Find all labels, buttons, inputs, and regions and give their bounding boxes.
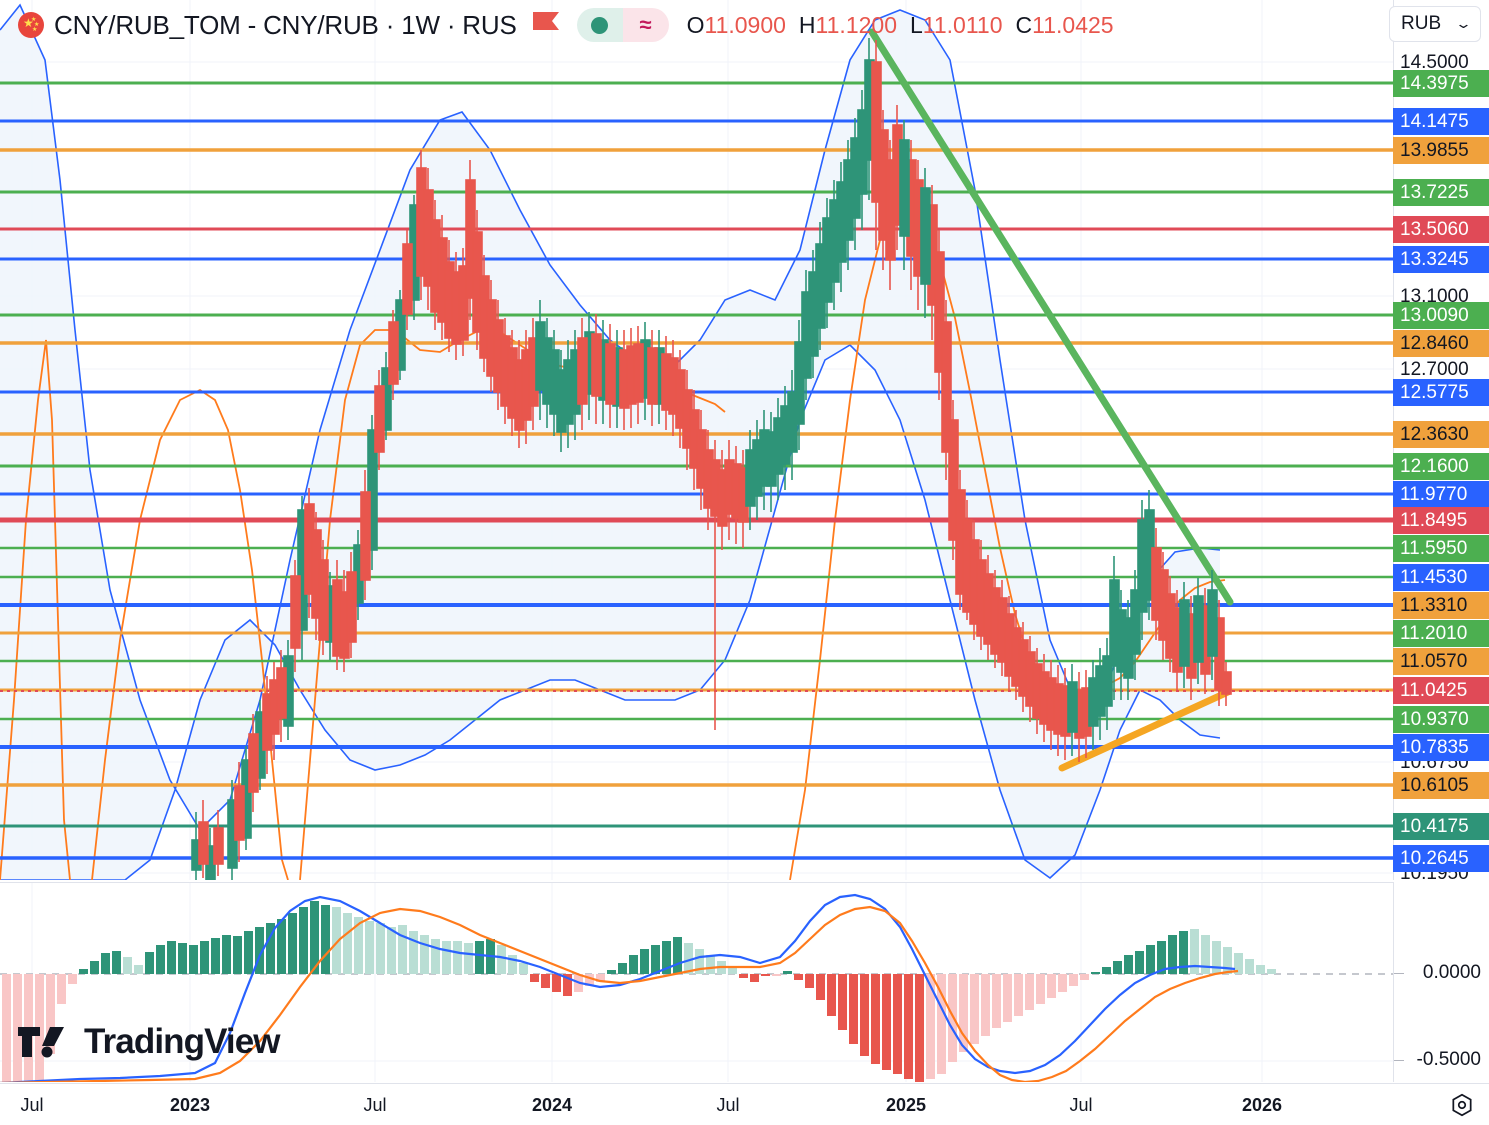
macd-zero-label: 0.0000: [1422, 962, 1481, 983]
time-axis-label: Jul: [1069, 1095, 1093, 1115]
price-level-tag[interactable]: 11.3310: [1393, 592, 1489, 619]
price-level-tag[interactable]: 13.0090: [1393, 302, 1489, 329]
macd-lower-tick: [1394, 1060, 1404, 1061]
price-level-tag[interactable]: 11.0425: [1393, 677, 1489, 704]
price-level-tag[interactable]: 10.9370: [1393, 706, 1489, 733]
macd-zero-tick: [1394, 973, 1404, 974]
price-level-tag[interactable]: 12.3630: [1393, 421, 1489, 448]
bollinger-lower-band: [0, 343, 1221, 880]
macd-signal-line-orange: [0, 905, 1239, 1082]
time-axis-label: Jul: [20, 1095, 44, 1115]
time-axis-label: Jul: [716, 1095, 740, 1115]
chart-settings-icon[interactable]: [1449, 1092, 1475, 1118]
price-level-tag[interactable]: 12.5775: [1393, 379, 1489, 406]
price-level-tag[interactable]: 11.4530: [1393, 564, 1489, 591]
price-level-tag[interactable]: 13.3245: [1393, 246, 1489, 273]
price-level-tag[interactable]: 11.0570: [1393, 648, 1489, 675]
macd-axis[interactable]: 0.0000 -0.5000: [1393, 882, 1489, 1082]
macd-line-blue: [0, 893, 1236, 1082]
price-level-tag[interactable]: 13.7225: [1393, 179, 1489, 206]
price-level-tag[interactable]: 11.9770: [1393, 481, 1489, 508]
currency-select[interactable]: RUB ⌄: [1389, 6, 1481, 42]
price-level-tag[interactable]: 10.4175: [1393, 813, 1489, 840]
price-axis-gridline-label: 12.7000: [1400, 358, 1469, 380]
price-level-tag[interactable]: 11.5950: [1393, 535, 1489, 562]
price-level-tag[interactable]: 12.1600: [1393, 453, 1489, 480]
price-chart-pane[interactable]: [0, 0, 1393, 880]
price-level-tag[interactable]: 13.5060: [1393, 216, 1489, 243]
price-level-tag[interactable]: 11.2010: [1393, 620, 1489, 647]
moving-average-orange: [0, 206, 1226, 880]
downtrend-line-green: [868, 28, 1234, 606]
time-axis-label: 2023: [169, 1095, 211, 1115]
macd-chart-svg: [0, 883, 1393, 1082]
tradingview-wordmark: TradingView: [84, 1022, 281, 1061]
price-axis-gridline-label: 13.1000: [1400, 285, 1469, 307]
price-level-tag[interactable]: 10.7835: [1393, 734, 1489, 761]
price-level-tag[interactable]: 14.3975: [1393, 70, 1489, 97]
chevron-down-icon: ⌄: [1454, 16, 1473, 31]
time-axis-label: 2025: [885, 1095, 927, 1115]
price-axis-gridline-label: 14.5000: [1400, 51, 1469, 73]
macd-lower-label: -0.5000: [1416, 1049, 1481, 1070]
tradingview-logo-icon: [18, 1027, 64, 1058]
price-level-tag[interactable]: 10.2645: [1393, 845, 1489, 872]
uptrend-line-orange: [1058, 688, 1232, 772]
candlestick-series: [191, 38, 1232, 880]
time-axis-label: Jul: [363, 1095, 387, 1115]
price-level-tag[interactable]: 14.1475: [1393, 108, 1489, 135]
price-level-tag[interactable]: 11.8495: [1393, 507, 1489, 534]
price-chart-svg: [0, 0, 1393, 880]
price-level-tag[interactable]: 10.6105: [1393, 772, 1489, 799]
price-axis[interactable]: 14.5000 14.3975 14.1475 13.9855 13.7225 13.50…: [1393, 0, 1489, 884]
price-level-lines: [0, 81, 1393, 860]
macd-indicator-pane[interactable]: [0, 882, 1393, 1082]
time-axis[interactable]: Jul 2023 Jul 2024 Jul 2025 Jul 2026: [0, 1083, 1489, 1125]
currency-select-value: RUB: [1401, 13, 1442, 34]
time-axis-label: 2026: [1241, 1095, 1283, 1115]
time-axis-label: 2024: [531, 1095, 573, 1115]
price-level-tag[interactable]: 12.8460: [1393, 330, 1489, 357]
tradingview-branding: TradingView: [18, 1022, 281, 1062]
price-level-tag[interactable]: 13.9855: [1393, 137, 1489, 164]
